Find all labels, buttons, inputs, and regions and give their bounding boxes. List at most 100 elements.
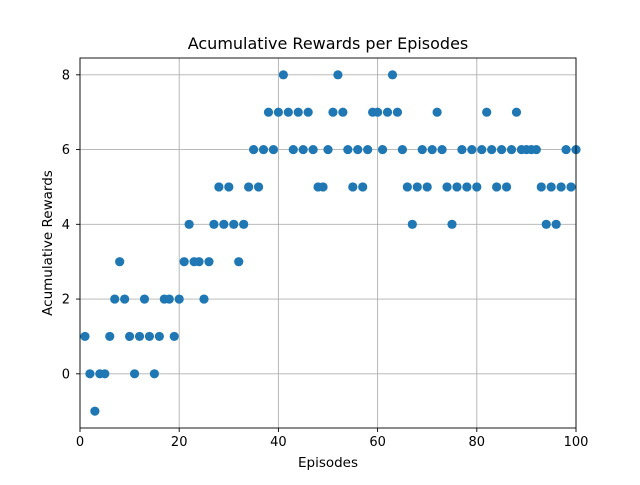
data-point [457,144,467,155]
data-point [377,144,388,155]
data-point [412,182,422,192]
data-point [244,182,254,192]
data-point [144,331,155,342]
data-point [154,331,164,342]
x-tick-label: 80 [469,435,486,450]
data-point [125,331,135,342]
data-point [348,182,358,192]
data-point [283,107,293,117]
data-point [169,331,179,342]
data-point [343,144,353,155]
x-tick-label: 40 [270,435,287,450]
data-point [273,107,283,117]
data-point [318,182,328,192]
data-point [209,219,219,229]
data-point [139,294,150,304]
data-point [566,182,576,192]
x-tick-label: 100 [564,435,589,450]
y-axis-label: Acumulative Rewards [40,170,56,316]
data-point [149,369,159,379]
y-tick-label: 2 [62,293,70,308]
data-point [497,144,507,155]
data-point [134,331,145,342]
data-point [363,144,373,155]
data-point [293,107,303,117]
data-point [258,144,269,155]
data-point [105,331,115,342]
data-point [402,182,412,192]
data-point [229,219,239,229]
data-point [452,182,462,192]
data-point [174,294,184,304]
data-point [214,182,224,192]
data-point [268,144,279,155]
data-point [85,369,95,379]
data-point [253,182,264,192]
data-point [90,406,100,416]
data-point [333,70,343,80]
data-point [407,219,417,229]
data-point [80,331,90,342]
data-point [482,107,492,117]
data-point [288,144,298,155]
data-point [249,144,259,155]
data-point [184,219,194,229]
data-point [239,219,249,229]
data-point [278,70,288,80]
data-point [194,257,204,267]
data-point [120,294,130,304]
data-point [382,107,393,117]
chart-title: Acumulative Rewards per Episodes [188,34,469,53]
points-layer [80,70,581,416]
data-point [397,144,407,155]
data-point [303,107,313,117]
data-point [417,144,427,155]
y-tick-label: 8 [62,68,70,83]
data-point [338,107,348,117]
data-point [164,294,174,304]
data-point [110,294,120,304]
data-point [462,182,472,192]
data-point [224,182,234,192]
data-point [179,257,189,267]
data-point [308,144,318,155]
data-point [536,182,546,192]
data-point [392,107,403,117]
x-tick-label: 0 [76,435,84,450]
data-point [487,144,497,155]
data-point [328,107,338,117]
data-point [115,257,125,267]
data-point [353,144,363,155]
data-point [437,144,447,155]
data-point [219,219,229,229]
data-point [531,144,541,155]
data-point [556,182,566,192]
data-point [467,144,477,155]
data-point [427,144,437,155]
x-tick-label: 60 [369,435,386,450]
data-point [477,144,487,155]
y-tick-label: 0 [62,367,70,382]
data-point [100,369,110,379]
data-point [561,144,571,155]
data-point [472,182,482,192]
data-point [204,257,214,267]
data-point [511,107,522,117]
y-tick-label: 6 [62,143,70,158]
y-tick-label: 4 [62,218,70,233]
data-point [422,182,432,192]
data-point [298,144,308,155]
data-point [358,182,368,192]
data-point [492,182,502,192]
data-point [234,257,244,267]
data-point [551,219,561,229]
x-axis-label: Episodes [298,455,358,471]
x-tick-label: 20 [171,435,188,450]
plot-frame [79,57,577,429]
data-point [546,182,556,192]
data-point [541,219,551,229]
data-point [447,219,457,229]
data-point [506,144,517,155]
